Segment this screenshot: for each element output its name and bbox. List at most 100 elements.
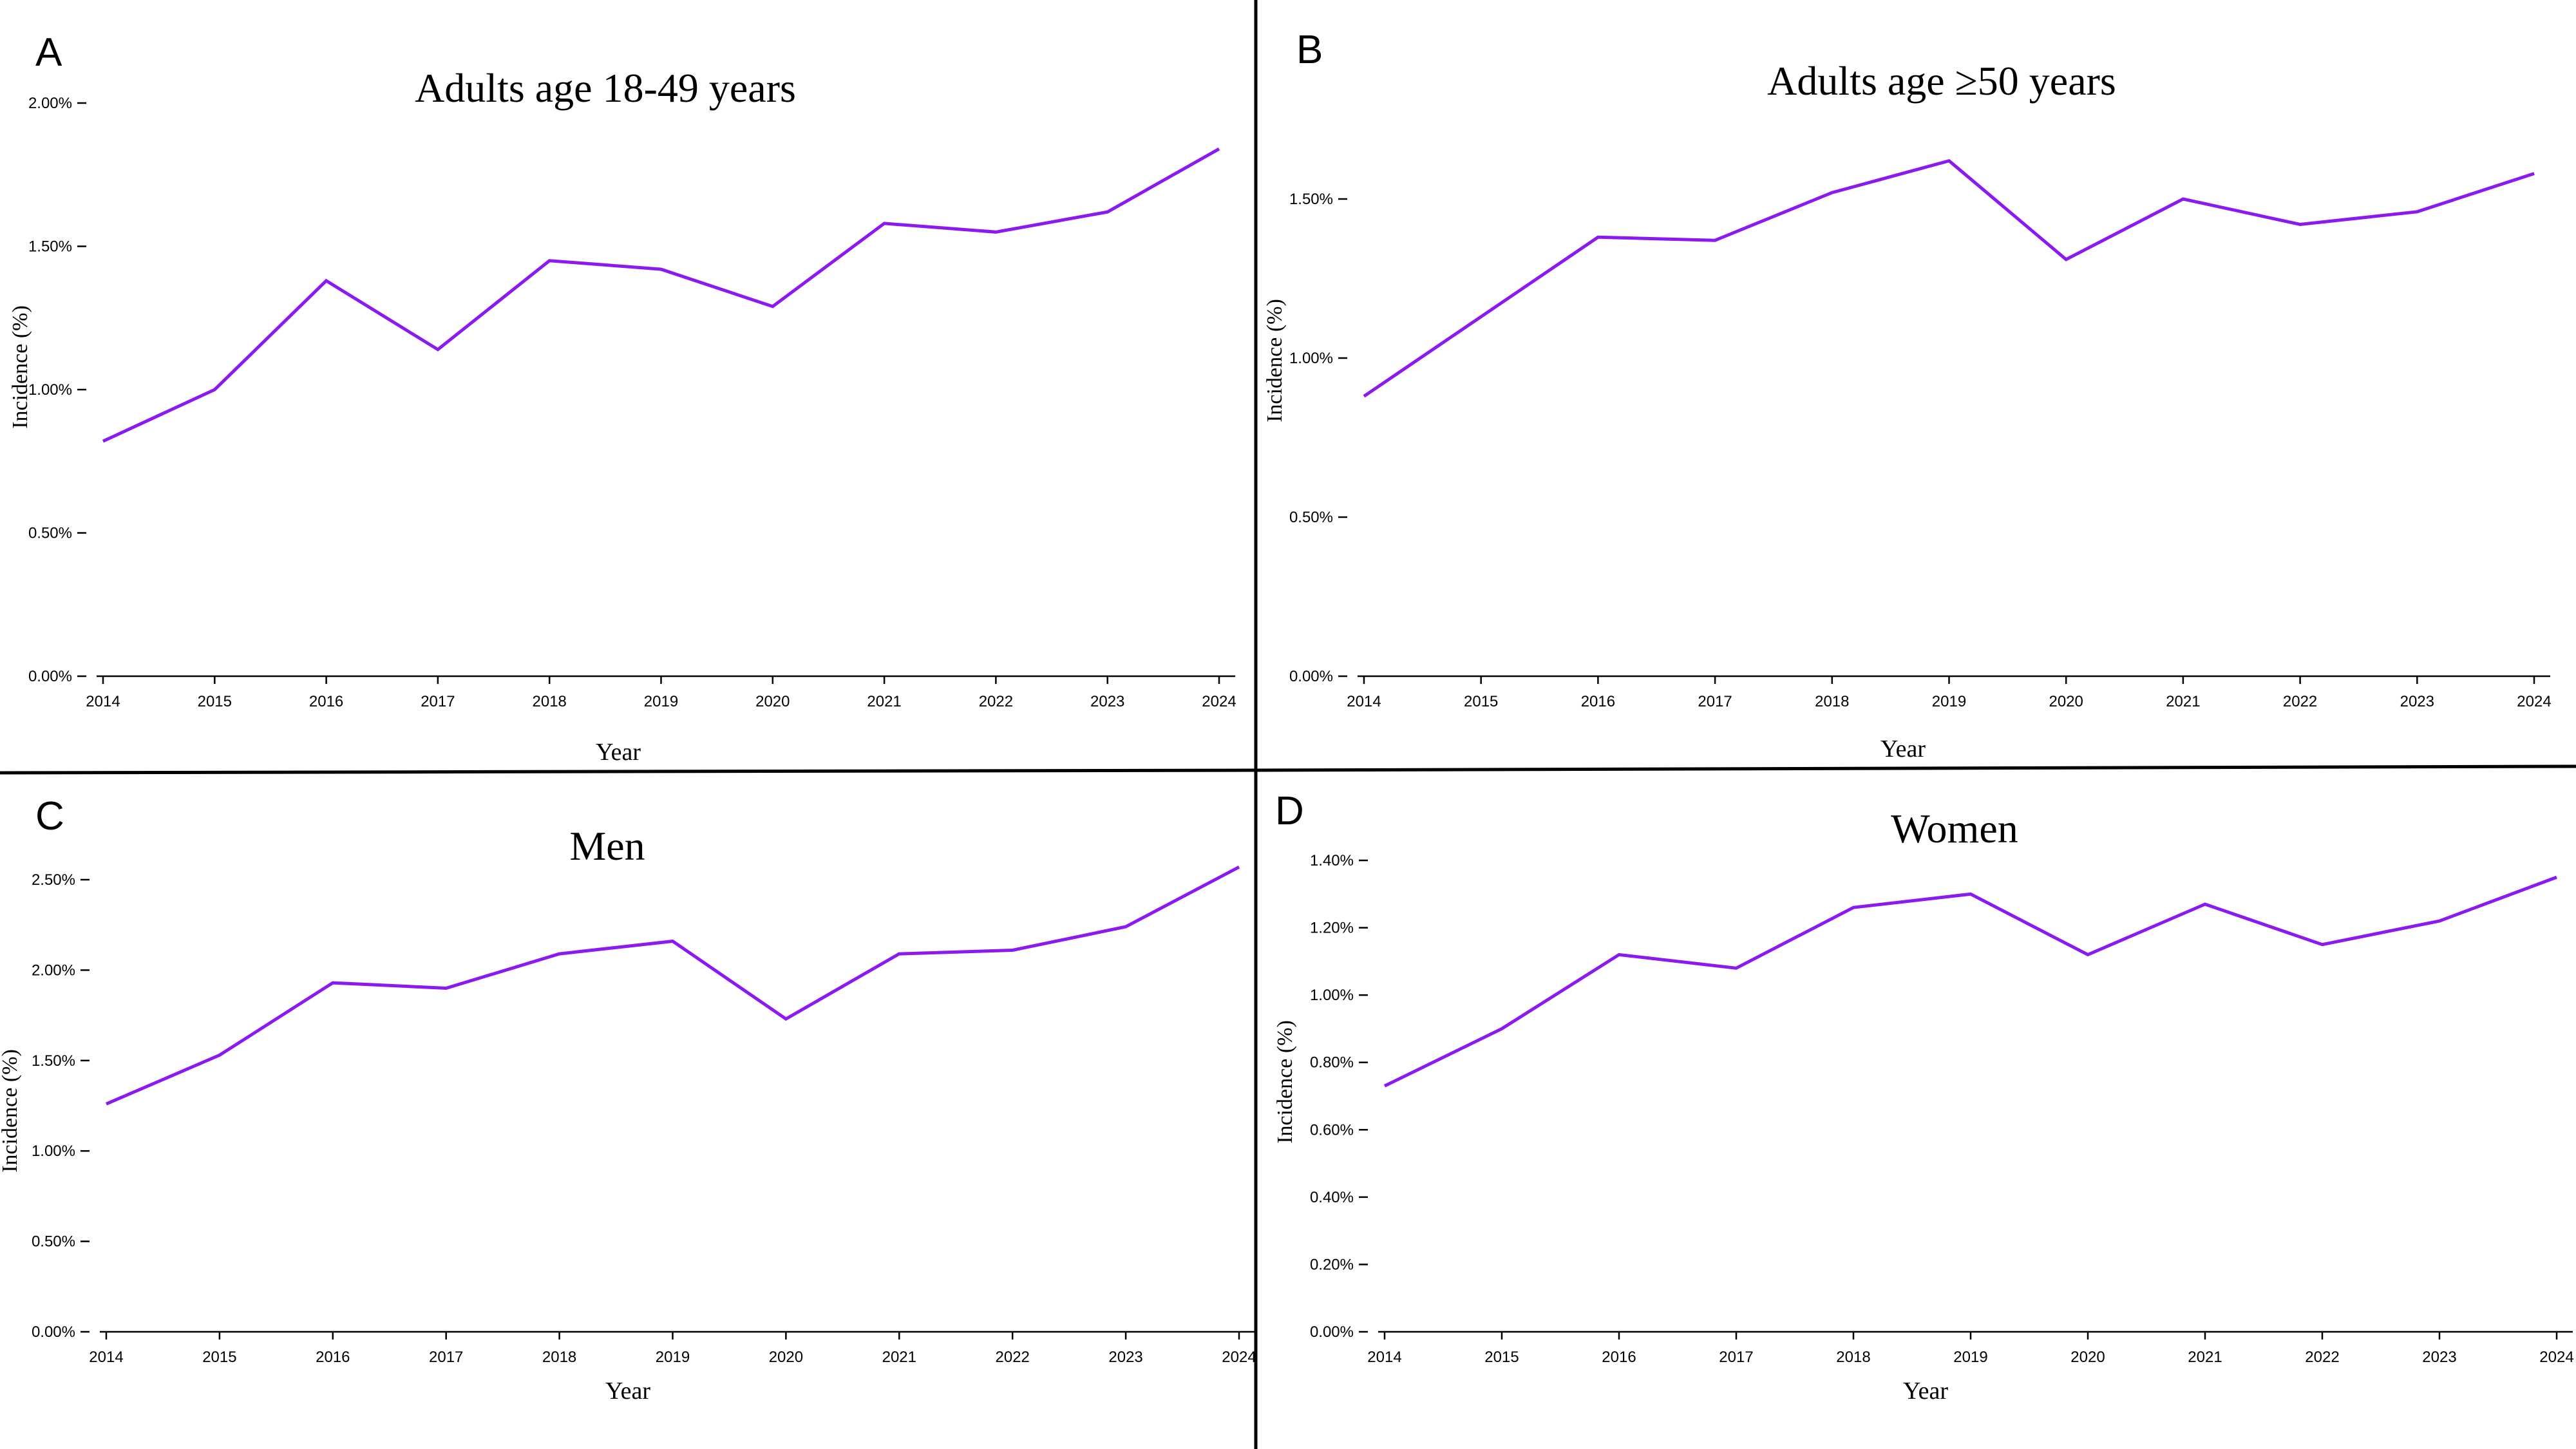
data-point [213, 388, 216, 392]
x-tick-label: 2024 [1202, 693, 1236, 710]
data-point [1237, 865, 1241, 869]
y-tick-label: 0.50% [28, 525, 72, 542]
y-axis-label: Incidence (%) [1263, 299, 1287, 422]
x-tick-label: 2020 [755, 693, 790, 710]
data-point [897, 952, 901, 956]
x-tick-label: 2024 [1222, 1349, 1256, 1366]
data-point [2320, 943, 2324, 947]
x-tick-label: 2017 [421, 693, 455, 710]
data-point [101, 439, 105, 443]
x-tick-label: 2015 [1484, 1349, 1519, 1366]
data-point [2298, 223, 2302, 227]
data-point [1106, 210, 1110, 214]
x-tick-label: 2016 [1602, 1349, 1636, 1366]
y-tick-label: 2.00% [32, 961, 75, 979]
x-tick-label: 2022 [996, 1349, 1030, 1366]
x-tick-label: 2019 [1953, 1349, 1987, 1366]
panel-letter: D [1275, 789, 1304, 833]
data-point [882, 222, 886, 225]
data-point [1969, 892, 1973, 896]
y-tick-label: 1.50% [1289, 191, 1333, 208]
x-tick-label: 2021 [882, 1349, 916, 1366]
chart-title: Adults age 18-49 years [415, 65, 796, 111]
x-tick-label: 2019 [644, 693, 678, 710]
panel-letter: B [1296, 28, 1323, 72]
y-tick-label: 0.50% [32, 1233, 75, 1251]
x-tick-label: 2017 [1698, 693, 1732, 710]
panel-letter: A [35, 30, 62, 75]
x-tick-label: 2016 [316, 1349, 350, 1366]
series-line [1383, 875, 2557, 1088]
axes: 0.00% 0.50% 1.00% 1.50% 2.00% 2014 2015 2016 201… [28, 95, 1236, 710]
panel-b: B Adults age ≥50 years 0.00% 0.50% 1.00% 1.… [1263, 28, 2552, 762]
y-tick-label: 1.00% [1310, 987, 1354, 1004]
data-point [547, 259, 551, 263]
x-tick-label: 2017 [429, 1349, 463, 1366]
y-tick-label: 0.00% [1310, 1323, 1354, 1341]
y-tick-label: 0.20% [1310, 1256, 1354, 1273]
x-tick-label: 2022 [979, 693, 1013, 710]
data-point [1947, 159, 1951, 163]
y-tick-label: 2.50% [32, 871, 75, 889]
y-tick-label: 0.00% [1289, 668, 1333, 685]
data-point [1010, 949, 1014, 952]
x-tick-label: 2021 [2188, 1349, 2222, 1366]
y-tick-label: 1.50% [32, 1052, 75, 1070]
horizontal-divider-right [1255, 764, 2576, 772]
data-point [1479, 315, 1483, 319]
panel-d: D Women 0.00% 0.20% 0.40% 0.60% 0.80% 1.00% 1.… [1273, 789, 2574, 1405]
data-point [771, 305, 775, 308]
x-tick-label: 2020 [769, 1349, 803, 1366]
panel-a: A Adults age 18-49 years 0.00% 0.50% 1.00%… [8, 30, 1236, 766]
x-tick-label: 2018 [542, 1349, 576, 1366]
y-tick-label: 0.40% [1310, 1189, 1354, 1206]
x-tick-label: 2019 [656, 1349, 690, 1366]
panel-letter: C [35, 794, 64, 838]
data-point [1713, 238, 1717, 242]
data-point [2415, 210, 2419, 214]
x-tick-label: 2023 [2422, 1349, 2456, 1366]
x-tick-label: 2024 [2517, 693, 2551, 710]
chart-title: Men [569, 823, 645, 869]
data-point [331, 981, 335, 985]
x-tick-label: 2014 [89, 1349, 123, 1366]
x-axis-label: Year [605, 1378, 650, 1405]
data-point [1500, 1027, 1504, 1030]
data-point [1217, 147, 1221, 151]
y-tick-label: 0.00% [32, 1323, 75, 1341]
series-line [1363, 158, 2535, 398]
axes: 0.00% 0.50% 1.00% 1.50% 2.00% 2.50% 2014 2015 20… [32, 871, 1256, 1366]
data-point [325, 279, 328, 283]
data-point [1124, 925, 1128, 929]
y-axis-label: Incidence (%) [0, 1049, 22, 1173]
x-tick-label: 2023 [1090, 693, 1124, 710]
y-tick-label: 0.00% [28, 668, 72, 685]
series-line [102, 147, 1220, 443]
y-tick-label: 1.50% [28, 238, 72, 256]
y-tick-label: 1.00% [32, 1142, 75, 1160]
data-point [1383, 1084, 1387, 1088]
x-tick-label: 2014 [86, 693, 120, 710]
x-tick-label: 2015 [202, 1349, 236, 1366]
y-tick-label: 0.50% [1289, 509, 1333, 526]
y-axis-label: Incidence (%) [1273, 1020, 1297, 1144]
axes: 0.00% 0.20% 0.40% 0.60% 0.80% 1.00% 1.20% 1.40%… [1310, 852, 2574, 1366]
x-tick-label: 2016 [309, 693, 343, 710]
data-point [218, 1053, 222, 1057]
data-point [1852, 905, 1855, 909]
x-tick-label: 2018 [533, 693, 567, 710]
x-tick-label: 2017 [1719, 1349, 1753, 1366]
x-tick-label: 2018 [1815, 693, 1849, 710]
data-point [2181, 197, 2185, 201]
x-axis-label: Year [1903, 1378, 1948, 1405]
data-point [1617, 952, 1621, 956]
data-point [994, 230, 998, 234]
data-point [104, 1102, 108, 1106]
y-tick-label: 0.60% [1310, 1121, 1354, 1139]
x-tick-label: 2021 [2166, 693, 2200, 710]
data-point [2064, 258, 2068, 261]
y-tick-label: 1.20% [1310, 920, 1354, 937]
data-point [2086, 952, 2090, 956]
data-point [784, 1017, 788, 1021]
data-point [1362, 394, 1366, 398]
